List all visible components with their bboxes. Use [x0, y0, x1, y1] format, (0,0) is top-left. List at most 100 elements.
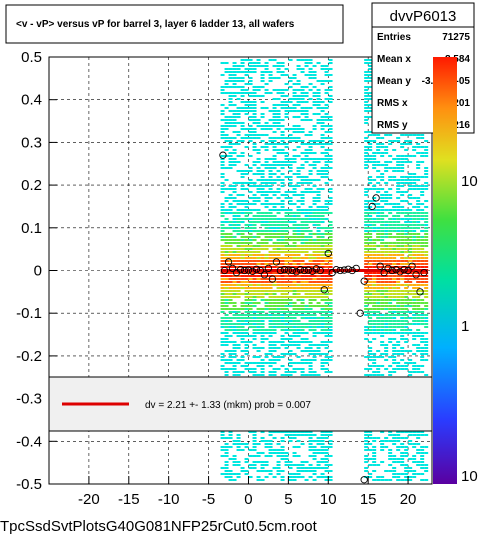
density-cell [232, 197, 237, 199]
density-cell [392, 326, 397, 328]
density-cell [284, 320, 289, 322]
density-cell [244, 236, 249, 238]
density-cell [248, 179, 253, 181]
density-cell [284, 194, 289, 196]
density-cell [412, 266, 417, 268]
density-cell [256, 89, 261, 91]
density-cell [372, 287, 377, 289]
density-cell [260, 335, 265, 337]
density-cell [400, 224, 405, 226]
density-cell [392, 434, 397, 436]
density-cell [228, 188, 233, 190]
density-cell [272, 260, 277, 262]
profile-point [412, 271, 420, 279]
density-cell [228, 296, 233, 298]
density-cell [404, 233, 409, 235]
density-cell [268, 263, 273, 265]
density-cell [288, 59, 293, 61]
density-cell [236, 239, 241, 241]
density-cell [224, 134, 229, 136]
density-cell [224, 278, 229, 280]
density-cell [240, 65, 245, 67]
density-cell [284, 251, 289, 253]
density-cell [280, 341, 285, 343]
density-cell [232, 206, 237, 208]
density-cell [420, 137, 425, 139]
density-cell [404, 464, 409, 466]
density-cell [412, 299, 417, 301]
density-cell [228, 350, 233, 352]
density-cell [364, 266, 369, 268]
density-cell [252, 65, 257, 67]
density-cell [300, 101, 305, 103]
density-cell [284, 152, 289, 154]
density-cell [260, 440, 265, 442]
density-cell [316, 140, 321, 142]
density-cell [384, 308, 389, 310]
density-cell [380, 251, 385, 253]
density-cell [292, 158, 297, 160]
density-cell [264, 122, 269, 124]
density-cell [316, 248, 321, 250]
density-cell [372, 209, 377, 211]
density-cell [236, 449, 241, 451]
density-cell [284, 305, 289, 307]
density-cell [248, 293, 253, 295]
density-cell [316, 293, 321, 295]
density-cell [308, 350, 313, 352]
density-cell [244, 446, 249, 448]
density-cell [400, 350, 405, 352]
profile-point [324, 249, 332, 258]
colorbar [433, 57, 457, 484]
density-cell [380, 320, 385, 322]
density-cell [248, 455, 253, 457]
density-cell [328, 245, 333, 247]
density-cell [384, 161, 389, 163]
density-cell [268, 167, 273, 169]
density-cell [260, 323, 265, 325]
density-cell [264, 281, 269, 283]
x-tick-label: -15 [118, 491, 140, 508]
density-cell [400, 242, 405, 244]
density-cell [312, 86, 317, 88]
density-cell [308, 140, 313, 142]
density-cell [248, 182, 253, 184]
density-cell [412, 248, 417, 250]
density-cell [220, 260, 225, 262]
density-cell [260, 284, 265, 286]
density-cell [320, 434, 325, 436]
density-cell [316, 284, 321, 286]
density-cell [308, 215, 313, 217]
density-cell [256, 212, 261, 214]
density-cell [220, 155, 225, 157]
density-cell [316, 311, 321, 313]
density-cell [276, 230, 281, 232]
density-cell [416, 206, 421, 208]
density-cell [364, 458, 369, 460]
density-cell [372, 314, 377, 316]
density-cell [268, 452, 273, 454]
density-cell [236, 443, 241, 445]
density-cell [312, 305, 317, 307]
density-cell [420, 284, 425, 286]
density-cell [384, 317, 389, 319]
density-cell [376, 371, 381, 373]
density-cell [320, 119, 325, 121]
density-cell [268, 254, 273, 256]
density-cell [384, 344, 389, 346]
density-cell [232, 119, 237, 121]
density-cell [304, 263, 309, 265]
density-cell [268, 260, 273, 262]
density-cell [284, 113, 289, 115]
density-cell [224, 368, 229, 370]
density-cell [368, 62, 373, 64]
density-cell [316, 350, 321, 352]
density-cell [300, 95, 305, 97]
density-cell [236, 362, 241, 364]
density-cell [240, 140, 245, 142]
density-cell [408, 227, 413, 229]
density-cell [236, 374, 241, 376]
density-cell [232, 254, 237, 256]
density-cell [224, 149, 229, 151]
density-cell [412, 296, 417, 298]
